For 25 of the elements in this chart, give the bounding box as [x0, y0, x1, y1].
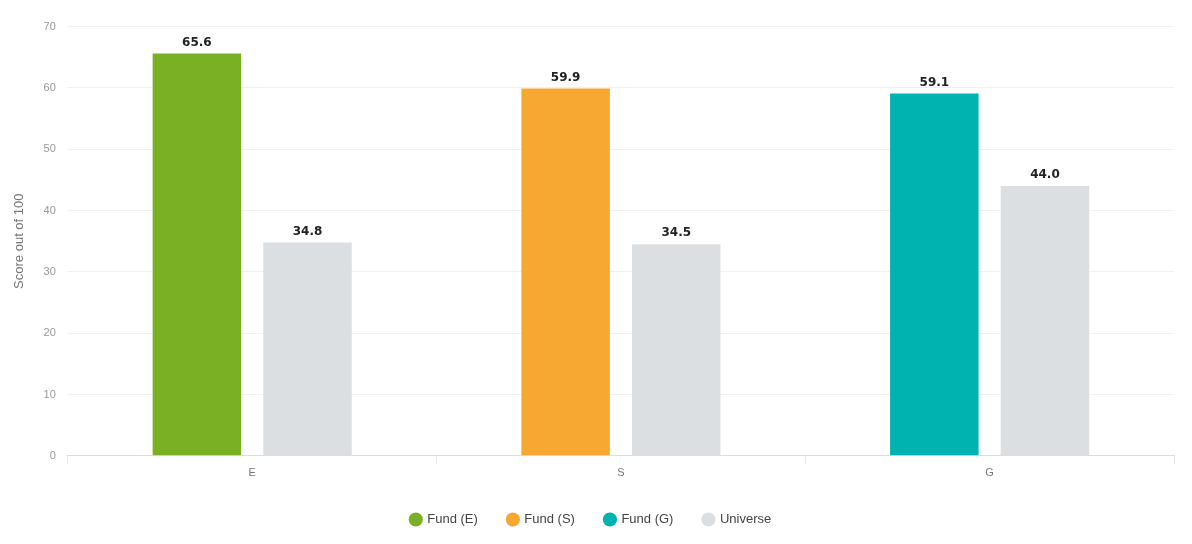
legend-label: Fund (E)	[427, 511, 478, 527]
y-tick-label: 50	[43, 142, 56, 155]
legend-label: Fund (S)	[524, 511, 575, 527]
bar	[521, 88, 610, 456]
data-label: 34.8	[292, 223, 323, 238]
y-axis-title: Score out of 100	[11, 193, 27, 289]
y-tick-label: 20	[43, 326, 56, 339]
y-tick-label: 60	[43, 80, 56, 93]
y-tick-label: 40	[43, 203, 56, 216]
y-tick-label: 0	[49, 448, 56, 461]
legend-label: Universe	[719, 511, 772, 527]
data-label: 34.5	[661, 225, 692, 240]
y-tick-label: 30	[43, 264, 56, 277]
data-label: 59.1	[919, 74, 950, 89]
y-tick-label: 10	[43, 387, 56, 400]
bar	[890, 93, 979, 456]
data-label: 65.6	[182, 34, 212, 49]
x-tick-label: G	[985, 466, 994, 479]
data-label: 59.9	[550, 69, 581, 84]
bar	[152, 53, 242, 456]
x-tick-label: S	[617, 466, 625, 479]
data-label: 44.0	[1030, 167, 1060, 182]
x-tick-label: E	[248, 466, 256, 479]
legend-label: Fund (G)	[621, 511, 674, 527]
y-tick-label: 70	[43, 19, 56, 32]
